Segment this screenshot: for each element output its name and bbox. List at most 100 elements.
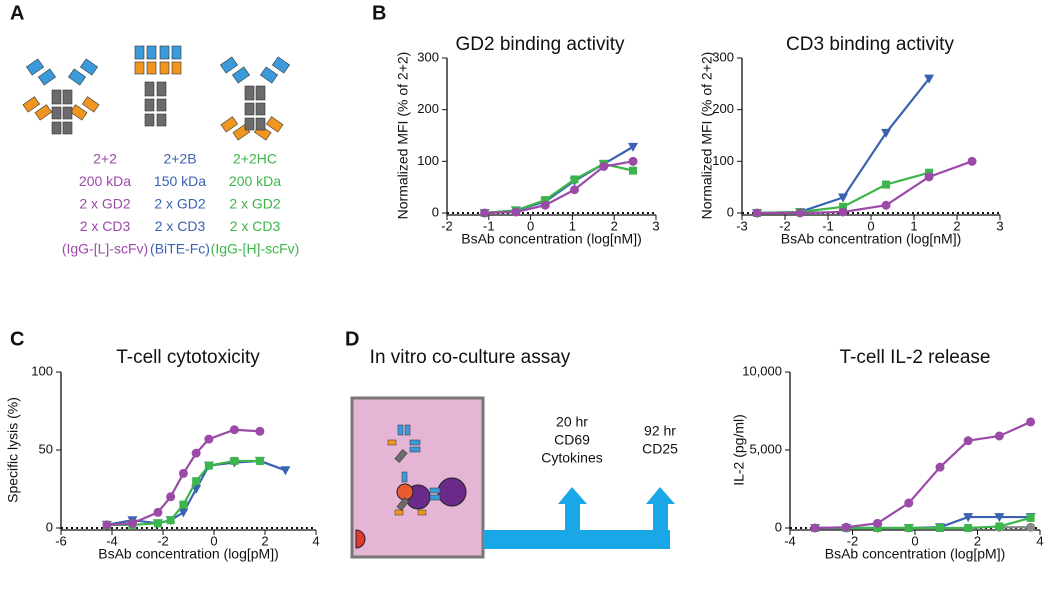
x-tick-label: -2 [847, 533, 859, 548]
x-tick-label: -2 [441, 218, 453, 233]
y-tick-label: 300 [712, 49, 734, 64]
marker [628, 156, 638, 166]
marker [179, 500, 188, 509]
x-tick-label: -4 [784, 533, 796, 548]
x-tick-label: 2 [953, 218, 960, 233]
marker [280, 466, 291, 476]
x-tick-label: 3 [996, 218, 1003, 233]
marker [178, 508, 189, 518]
marker [153, 507, 163, 517]
y-tick-label: 0 [46, 519, 53, 534]
marker [924, 172, 934, 182]
marker [935, 462, 945, 472]
marker [541, 196, 550, 205]
step-label: Cytokines [541, 450, 602, 466]
marker [178, 468, 188, 478]
y-tick-label: 0 [432, 204, 439, 219]
x-tick-label: -6 [55, 533, 67, 548]
marker [229, 425, 239, 435]
panel-label: A [10, 2, 24, 24]
marker [1026, 522, 1036, 532]
x-tick-label: 0 [210, 533, 217, 548]
y-tick-label: 100 [31, 363, 53, 378]
construct-label: 2 x GD2 [79, 196, 131, 212]
marker [255, 426, 265, 436]
y-tick-label: 0 [727, 204, 734, 219]
x-tick-label: 2 [974, 533, 981, 548]
marker [166, 492, 176, 502]
marker [810, 523, 820, 533]
x-tick-label: 0 [867, 218, 874, 233]
construct-label: 2 x CD3 [80, 218, 131, 234]
x-tick-label: 0 [911, 533, 918, 548]
construct-label: 200 kDa [79, 173, 131, 189]
marker [995, 522, 1004, 531]
fit-line [484, 162, 634, 215]
construct-label: (IgG-[H]-scFv) [211, 241, 300, 257]
step-label: 20 hr [556, 414, 588, 430]
marker [628, 142, 639, 152]
step-label: CD69 [554, 432, 590, 448]
marker [629, 166, 638, 175]
y-tick-label: 0 [775, 519, 782, 534]
y-tick-label: 200 [712, 101, 734, 116]
marker [191, 448, 201, 458]
x-axis-label: BsAb concentration (log[pM]) [825, 546, 1006, 562]
chart-title: CD3 binding activity [786, 34, 954, 55]
x-tick-label: 3 [652, 218, 659, 233]
marker [204, 434, 214, 444]
construct-label: 2+2 [93, 151, 117, 167]
assay-title: In vitro co-culture assay [370, 347, 571, 368]
x-tick-label: 0 [527, 218, 534, 233]
construct-label: 2+2HC [233, 151, 277, 167]
marker [839, 202, 848, 211]
y-axis-label: Normalized MFI (% of 2+2) [395, 52, 411, 220]
y-tick-label: 200 [417, 101, 439, 116]
x-tick-label: 2 [261, 533, 268, 548]
construct-label: (IgG-[L]-scFv) [62, 241, 148, 257]
marker [924, 74, 935, 84]
x-tick-label: -4 [106, 533, 118, 548]
marker [964, 524, 973, 532]
marker [1026, 513, 1035, 522]
marker [192, 477, 201, 486]
marker [1026, 417, 1036, 427]
marker [230, 456, 239, 465]
chart-title: T-cell IL-2 release [839, 347, 990, 368]
construct-label: 2 x CD3 [155, 218, 206, 234]
construct-label: 2 x GD2 [229, 196, 281, 212]
marker [936, 524, 944, 532]
x-tick-label: -2 [157, 533, 169, 548]
marker [838, 193, 849, 203]
marker [752, 208, 762, 218]
x-tick-label: -2 [779, 218, 791, 233]
marker [511, 207, 521, 217]
x-tick-label: 2 [611, 218, 618, 233]
marker [102, 520, 112, 530]
marker [569, 185, 579, 195]
marker [841, 522, 851, 532]
marker [967, 156, 977, 166]
x-tick-label: -3 [736, 218, 748, 233]
x-axis-label: BsAb concentration (log[pM]) [98, 546, 279, 562]
y-tick-label: 50 [39, 441, 53, 456]
y-axis-label: Specific lysis (%) [5, 397, 21, 503]
x-tick-label: -1 [483, 218, 495, 233]
marker [904, 524, 913, 532]
marker [570, 175, 579, 184]
panel-label: D [345, 328, 359, 350]
marker [599, 162, 609, 171]
fit-line [757, 160, 973, 215]
marker [994, 513, 1005, 523]
marker [204, 461, 213, 470]
marker [153, 519, 162, 528]
marker [838, 207, 848, 217]
antibody-diagrams [22, 45, 291, 141]
marker [255, 456, 264, 465]
y-tick-label: 10,000 [742, 363, 782, 378]
assay-schematic [350, 396, 675, 559]
y-axis-label: Normalized MFI (% of 2+2) [699, 52, 715, 220]
construct-label: (BiTE-Fc) [150, 241, 210, 257]
marker [963, 513, 974, 523]
marker [881, 200, 891, 210]
